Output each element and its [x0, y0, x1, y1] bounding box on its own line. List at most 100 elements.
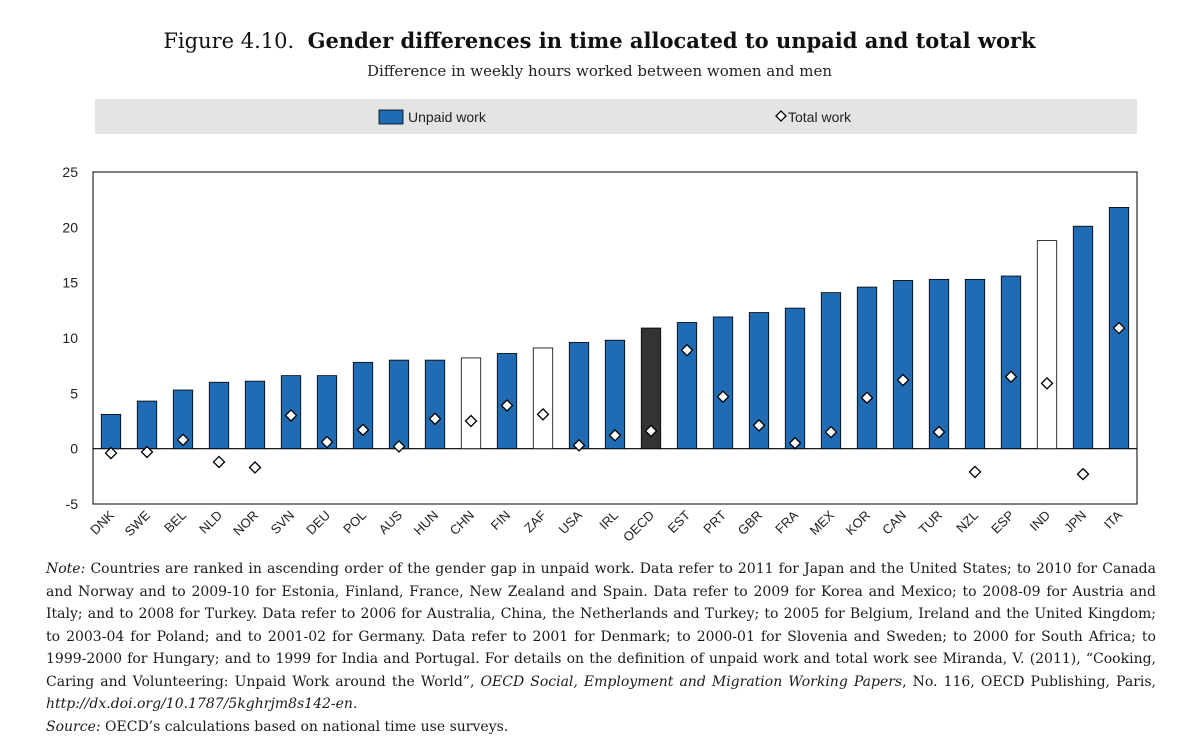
figure-title: Figure 4.10. Gender differences in time …	[0, 28, 1199, 53]
marker-total-fra	[788, 436, 802, 450]
x-tick-label-svn: SVN	[268, 508, 298, 538]
bar-unpaid-pol	[352, 361, 374, 450]
x-tick-label-nor: NOR	[230, 508, 261, 539]
marker-total-est	[680, 343, 694, 357]
y-tick-label: 20	[62, 219, 78, 235]
bar-unpaid-jpn	[1072, 225, 1094, 450]
bar-unpaid-mex	[820, 292, 842, 450]
marker-total-nzl	[968, 465, 982, 479]
figure-main-title: Gender differences in time allocated to …	[307, 28, 1036, 53]
marker-total-chn	[464, 414, 478, 428]
x-tick-label-ind: IND	[1027, 508, 1053, 534]
x-tick-label-oecd: OECD	[620, 508, 657, 545]
x-tick-label-hun: HUN	[411, 508, 442, 539]
x-tick-label-jpn: JPN	[1061, 508, 1089, 536]
x-tick-label-irl: IRL	[596, 508, 621, 533]
marker-total-swe	[140, 445, 154, 459]
marker-total-aus	[392, 440, 406, 453]
marker-total-fin	[500, 399, 514, 412]
x-tick-label-nzl: NZL	[953, 508, 981, 536]
bar-unpaid-gbr	[748, 312, 770, 450]
bar-unpaid-usa	[568, 342, 590, 450]
marker-total-mex	[824, 425, 838, 439]
marker-total-esp	[1004, 370, 1018, 384]
x-tick-label-esp: ESP	[988, 508, 1017, 537]
x-tick-label-usa: USA	[556, 507, 586, 537]
bar-unpaid-hun	[424, 359, 446, 450]
bar-unpaid-kor	[856, 286, 878, 450]
marker-total-jpn	[1076, 467, 1090, 481]
x-tick-label-nld: NLD	[196, 508, 225, 537]
x-tick-label-zaf: ZAF	[521, 507, 549, 535]
marker-total-deu	[320, 435, 334, 449]
note-paragraph: Note: Countries are ranked in ascending …	[46, 558, 1156, 716]
bar-unpaid-ind	[1036, 240, 1058, 450]
marker-total-zaf	[536, 407, 550, 421]
marker-total-usa	[572, 438, 586, 452]
note-series-rest: , No. 116, OECD Publishing, Paris,	[902, 673, 1157, 690]
figure-subtitle: Difference in weekly hours worked betwee…	[366, 62, 833, 80]
bar-unpaid-chn	[460, 357, 482, 450]
x-tick-label-bel: BEL	[161, 508, 189, 536]
bar-unpaid-bel	[172, 389, 194, 450]
note-doi-end: .	[352, 696, 358, 712]
x-tick-label-tur: TUR	[916, 508, 945, 537]
marker-total-gbr	[752, 419, 766, 432]
marker-total-ita	[1112, 321, 1126, 335]
y-tick-label: 5	[70, 385, 78, 401]
bar-unpaid-esp	[1000, 275, 1022, 450]
legend-band	[95, 99, 1137, 134]
bar-unpaid-nzl	[964, 278, 986, 450]
bar-unpaid-fra	[784, 307, 806, 450]
note-text: Countries are ranked in ascending order …	[46, 561, 1156, 690]
x-tick-label-mex: MEX	[807, 507, 838, 538]
marker-total-nld	[212, 455, 226, 469]
x-tick-label-fin: FIN	[488, 508, 513, 533]
marker-total-can	[896, 373, 910, 387]
bar-unpaid-oecd	[640, 327, 662, 450]
bar-unpaid-can	[892, 280, 914, 450]
source-text: OECD’s calculations based on national ti…	[105, 718, 509, 735]
x-tick-label-fra: FRA	[772, 507, 801, 536]
marker-total-tur	[932, 425, 946, 439]
x-tick-label-prt: PRT	[700, 507, 729, 536]
note-doi: http://dx.doi.org/10.1787/5kghrjm8s142-e…	[46, 696, 353, 712]
x-tick-label-dnk: DNK	[87, 507, 117, 537]
legend-unpaid-label: Unpaid work	[408, 109, 487, 125]
y-tick-label: 15	[62, 275, 78, 291]
y-tick-label: -5	[66, 496, 79, 512]
x-tick-label-kor: KOR	[843, 508, 874, 539]
bar-unpaid-nor	[244, 380, 266, 450]
x-tick-label-ita: ITA	[1101, 507, 1125, 531]
marker-total-dnk	[104, 446, 118, 460]
x-tick-label-swe: SWE	[122, 507, 154, 539]
marker-total-svn	[284, 409, 298, 422]
marker-total-hun	[428, 412, 442, 426]
bar-unpaid-nld	[208, 381, 230, 450]
legend-unpaid-swatch	[378, 109, 404, 125]
y-tick-label: 0	[70, 441, 78, 457]
marker-total-nor	[248, 461, 262, 474]
legend-total-marker	[775, 110, 787, 122]
legend-total-label: Total work	[788, 109, 852, 125]
marker-total-pol	[356, 423, 370, 437]
note-label: Note:	[46, 561, 86, 577]
y-tick-label: 25	[62, 164, 78, 180]
x-tick-label-pol: POL	[340, 508, 369, 537]
bar-unpaid-est	[676, 322, 698, 450]
source-label: Source:	[46, 718, 101, 735]
x-tick-label-est: EST	[665, 507, 694, 536]
x-tick-label-chn: CHN	[447, 508, 478, 539]
x-tick-label-deu: DEU	[303, 508, 333, 538]
bar-unpaid-irl	[604, 339, 626, 450]
source-paragraph: Source: OECD’s calculations based on nat…	[46, 716, 1156, 739]
x-tick-label-aus: AUS	[376, 507, 406, 537]
x-tick-label-can: CAN	[879, 508, 909, 538]
note-series-title: OECD Social, Employment and Migration Wo…	[480, 673, 903, 690]
bar-unpaid-zaf	[532, 347, 554, 450]
bar-unpaid-deu	[316, 375, 338, 450]
bar-unpaid-dnk	[100, 413, 122, 450]
x-tick-label-gbr: GBR	[735, 508, 766, 539]
notes-block: Note: Countries are ranked in ascending …	[46, 558, 1156, 738]
bar-unpaid-aus	[388, 359, 410, 450]
